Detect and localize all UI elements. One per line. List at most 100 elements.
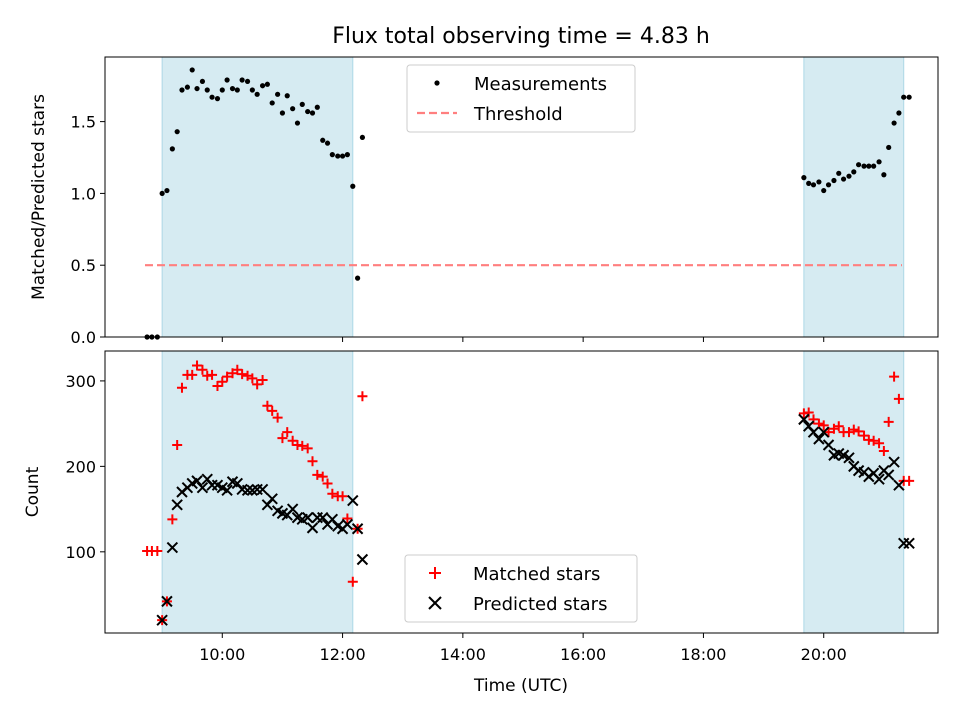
measurement-point xyxy=(209,94,215,100)
matched-star-point xyxy=(874,438,885,449)
measurement-point xyxy=(164,187,170,194)
matched-star-point xyxy=(342,513,353,524)
measurement-point xyxy=(314,104,320,110)
measurement-point xyxy=(856,162,862,168)
predicted-star-point xyxy=(822,439,835,451)
measurement-point xyxy=(259,83,266,89)
matched-star-point xyxy=(272,412,283,423)
y-tick-label: 300 xyxy=(65,372,96,391)
matched-star-point xyxy=(237,369,248,380)
measurement-point xyxy=(269,100,275,106)
measurement-point xyxy=(359,134,366,141)
matched-star-point xyxy=(262,400,273,411)
predicted-stars-series xyxy=(156,413,915,626)
bottom-y-axis-ticks: 100 200 300 xyxy=(65,372,105,562)
measurement-point xyxy=(896,110,902,116)
shaded-interval xyxy=(161,350,354,634)
matched-star-point xyxy=(883,416,894,427)
measurement-point xyxy=(239,77,245,83)
y-tick-label: 1.0 xyxy=(71,184,96,203)
matched-star-point xyxy=(322,478,333,489)
matched-star-point xyxy=(853,426,864,437)
measurement-point xyxy=(821,187,827,194)
measurement-point xyxy=(810,182,817,188)
predicted-star-point xyxy=(256,483,269,496)
matched-star-point xyxy=(818,420,829,431)
measurement-point xyxy=(194,85,200,92)
y-tick-label: 0.5 xyxy=(71,256,96,275)
matched-star-point xyxy=(192,360,203,371)
predicted-star-point xyxy=(341,518,354,531)
predicted-star-point xyxy=(818,426,830,438)
matched-star-point xyxy=(217,376,228,387)
measurement-point xyxy=(891,120,897,126)
matched-star-point xyxy=(207,369,218,380)
y-tick-label: 1.5 xyxy=(71,113,96,132)
matched-star-point xyxy=(889,371,900,382)
bottom-y-axis-label: Count xyxy=(23,466,43,517)
measurement-point xyxy=(179,87,185,93)
matched-star-point xyxy=(357,391,368,402)
top-axes-frame xyxy=(104,56,939,338)
matched-stars-series xyxy=(142,360,915,626)
matched-star-point xyxy=(297,440,308,451)
measurement-point xyxy=(229,85,236,92)
measurement-point xyxy=(309,110,316,116)
matched-star-point xyxy=(878,445,889,456)
predicted-star-point xyxy=(903,537,915,549)
measurement-point xyxy=(299,101,305,107)
shaded-interval xyxy=(803,56,905,338)
measurement-point xyxy=(290,106,296,112)
matched-star-point xyxy=(307,456,318,467)
measurement-point xyxy=(169,146,175,152)
x-tick-label: 12:00 xyxy=(320,645,366,664)
x-tick-label: 18:00 xyxy=(680,645,726,664)
measurement-point xyxy=(825,182,832,188)
matched-star-point xyxy=(904,475,915,486)
legend-measurements-label: Measurements xyxy=(474,74,607,95)
matched-star-point xyxy=(267,405,278,416)
measurement-point xyxy=(806,180,812,186)
measurement-point xyxy=(876,159,882,165)
predicted-star-point xyxy=(221,484,233,496)
legend-matched-label: Matched stars xyxy=(473,564,600,585)
matched-star-point xyxy=(312,469,323,480)
matched-star-point xyxy=(302,443,313,454)
measurement-point xyxy=(881,172,887,178)
matched-star-point xyxy=(337,491,348,502)
predicted-star-point xyxy=(156,614,168,626)
matched-star-point xyxy=(222,371,233,382)
matched-star-point xyxy=(327,488,338,499)
x-tick-label: 20:00 xyxy=(801,645,847,664)
predicted-star-point xyxy=(241,484,254,496)
predicted-star-point xyxy=(893,479,905,491)
predicted-star-point xyxy=(347,494,359,507)
predicted-star-point xyxy=(351,523,364,535)
bottom-x-axis-ticks: 10:00 12:00 14:00 16:00 18:00 20:00 xyxy=(199,633,847,664)
measurement-point xyxy=(224,77,230,83)
measurement-point xyxy=(279,110,286,116)
chart-title: Flux total observing time = 4.83 h xyxy=(332,24,710,49)
measurement-point xyxy=(214,96,221,102)
top-panel: 0.0 0.5 1.0 1.5 Matched/Predicted stars Mea… xyxy=(29,56,939,347)
legend-matched-marker xyxy=(429,567,441,579)
matched-star-point xyxy=(893,393,904,404)
measurement-point xyxy=(836,170,842,176)
predicted-star-point xyxy=(882,469,895,481)
measurement-point xyxy=(886,144,892,151)
matched-star-point xyxy=(282,427,293,438)
x-tick-label: 16:00 xyxy=(560,645,606,664)
measurement-point xyxy=(199,78,206,85)
measurement-point xyxy=(159,190,165,197)
predicted-star-point xyxy=(266,493,278,505)
matched-star-point xyxy=(813,418,824,429)
legend-threshold-label: Threshold xyxy=(473,104,563,125)
predicted-star-point xyxy=(326,513,339,526)
legend-measurements-marker xyxy=(434,80,440,86)
predicted-star-point xyxy=(317,511,329,524)
measurement-point xyxy=(344,152,350,158)
predicted-star-point xyxy=(356,553,369,566)
y-tick-label: 0.0 xyxy=(71,328,96,347)
measurements-series xyxy=(144,67,912,340)
